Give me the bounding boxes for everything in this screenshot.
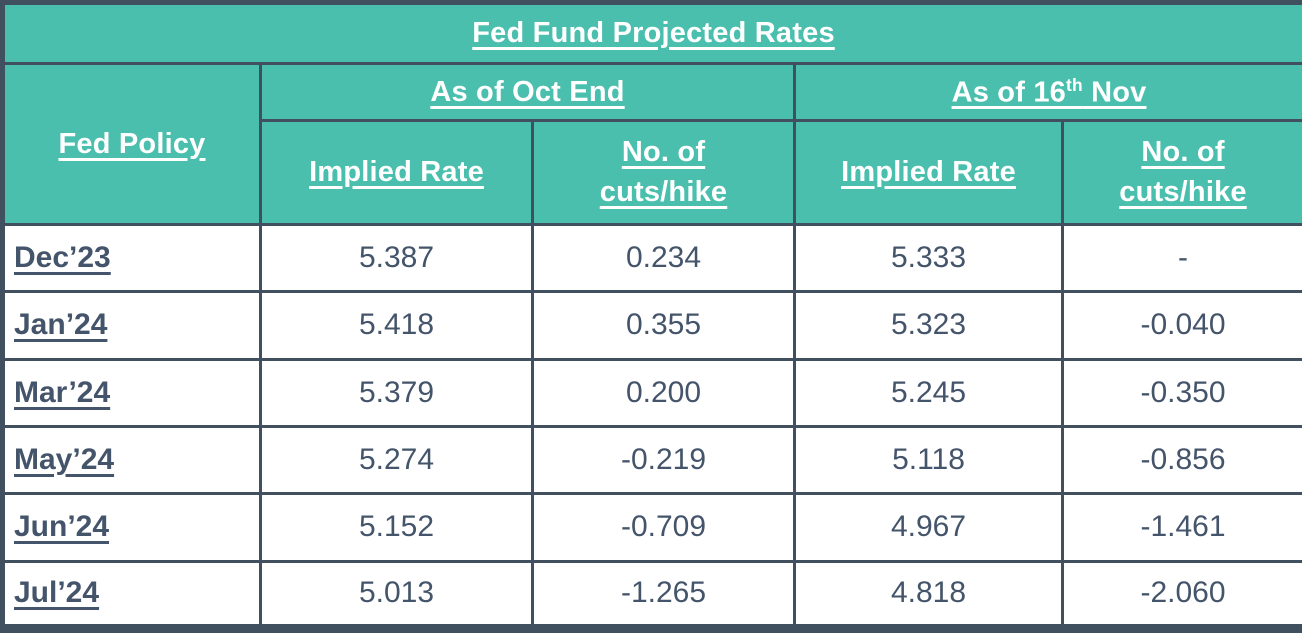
cell-oct-cuts-hike: 0.355 bbox=[531, 290, 796, 361]
table-row-jul24: Jul’24 5.013 -1.265 4.818 -2.060 bbox=[1, 559, 1302, 631]
group-header-nov-suffix: Nov bbox=[1082, 76, 1147, 109]
table-row-may24: May’24 5.274 -0.219 5.118 -0.856 bbox=[1, 424, 1302, 496]
cell-nov-implied-rate: 4.818 bbox=[793, 559, 1064, 631]
cell-nov-cuts-hike: -0.040 bbox=[1060, 290, 1302, 361]
cell-nov-cuts-hike: - bbox=[1060, 222, 1302, 294]
cell-nov-implied-rate: 5.333 bbox=[793, 222, 1064, 294]
group-header-as-of-16th-nov: As of 16th Nov bbox=[792, 62, 1302, 122]
group-header-as-of-oct-end: As of Oct End bbox=[259, 62, 796, 122]
table-row-dec23: Dec’23 5.387 0.234 5.333 - bbox=[1, 222, 1302, 294]
row-label: Mar’24 bbox=[1, 357, 262, 428]
table-row-jun24: Jun’24 5.152 -0.709 4.967 -1.461 bbox=[1, 492, 1302, 563]
row-label: May’24 bbox=[1, 424, 262, 496]
sub-header-cuts-hike-nov: No. of cuts/hike bbox=[1060, 119, 1302, 226]
cell-oct-implied-rate: 5.152 bbox=[259, 492, 534, 563]
group-header-nov-superscript: th bbox=[1065, 74, 1083, 95]
table-row-jan24: Jan’24 5.418 0.355 5.323 -0.040 bbox=[1, 290, 1302, 361]
cell-oct-cuts-hike: -0.219 bbox=[531, 424, 796, 496]
sub-header-implied-rate-nov: Implied Rate bbox=[793, 119, 1064, 226]
cell-nov-cuts-hike: -0.856 bbox=[1060, 424, 1302, 496]
cell-oct-implied-rate: 5.418 bbox=[259, 290, 534, 361]
sub-header-cuts-hike-oct-line2: cuts/hike bbox=[599, 175, 728, 208]
group-header-nov-prefix: As of 16 bbox=[951, 76, 1066, 109]
cell-nov-implied-rate: 4.967 bbox=[793, 492, 1064, 563]
table-title: Fed Fund Projected Rates bbox=[0, 1, 1302, 65]
row-label: Dec’23 bbox=[1, 222, 262, 294]
sub-header-cuts-hike-nov-line2: cuts/hike bbox=[1119, 175, 1247, 208]
cell-nov-implied-rate: 5.118 bbox=[793, 424, 1064, 496]
cell-oct-cuts-hike: 0.200 bbox=[531, 357, 796, 428]
cell-nov-cuts-hike: -0.350 bbox=[1060, 357, 1302, 428]
sub-header-cuts-hike-oct-line1: No. of bbox=[621, 136, 706, 169]
column-header-fed-policy: Fed Policy bbox=[1, 62, 262, 226]
cell-oct-implied-rate: 5.387 bbox=[259, 222, 534, 294]
row-label: Jan’24 bbox=[1, 290, 262, 361]
cell-nov-implied-rate: 5.245 bbox=[793, 357, 1064, 428]
cell-nov-cuts-hike: -1.461 bbox=[1060, 492, 1302, 563]
sub-header-implied-rate-oct: Implied Rate bbox=[259, 119, 534, 226]
sub-header-cuts-hike-oct: No. of cuts/hike bbox=[531, 119, 796, 226]
cell-oct-implied-rate: 5.379 bbox=[259, 357, 534, 428]
cell-nov-implied-rate: 5.323 bbox=[793, 290, 1064, 361]
cell-oct-cuts-hike: 0.234 bbox=[531, 222, 796, 294]
cell-oct-cuts-hike: -0.709 bbox=[531, 492, 796, 563]
row-label: Jul’24 bbox=[1, 559, 262, 631]
row-label: Jun’24 bbox=[1, 492, 262, 563]
cell-nov-cuts-hike: -2.060 bbox=[1060, 559, 1302, 631]
sub-header-cuts-hike-nov-line1: No. of bbox=[1141, 136, 1225, 169]
table-row-mar24: Mar’24 5.379 0.200 5.245 -0.350 bbox=[1, 357, 1302, 428]
cell-oct-cuts-hike: -1.265 bbox=[531, 559, 796, 631]
cell-oct-implied-rate: 5.013 bbox=[259, 559, 534, 631]
cell-oct-implied-rate: 5.274 bbox=[259, 424, 534, 496]
